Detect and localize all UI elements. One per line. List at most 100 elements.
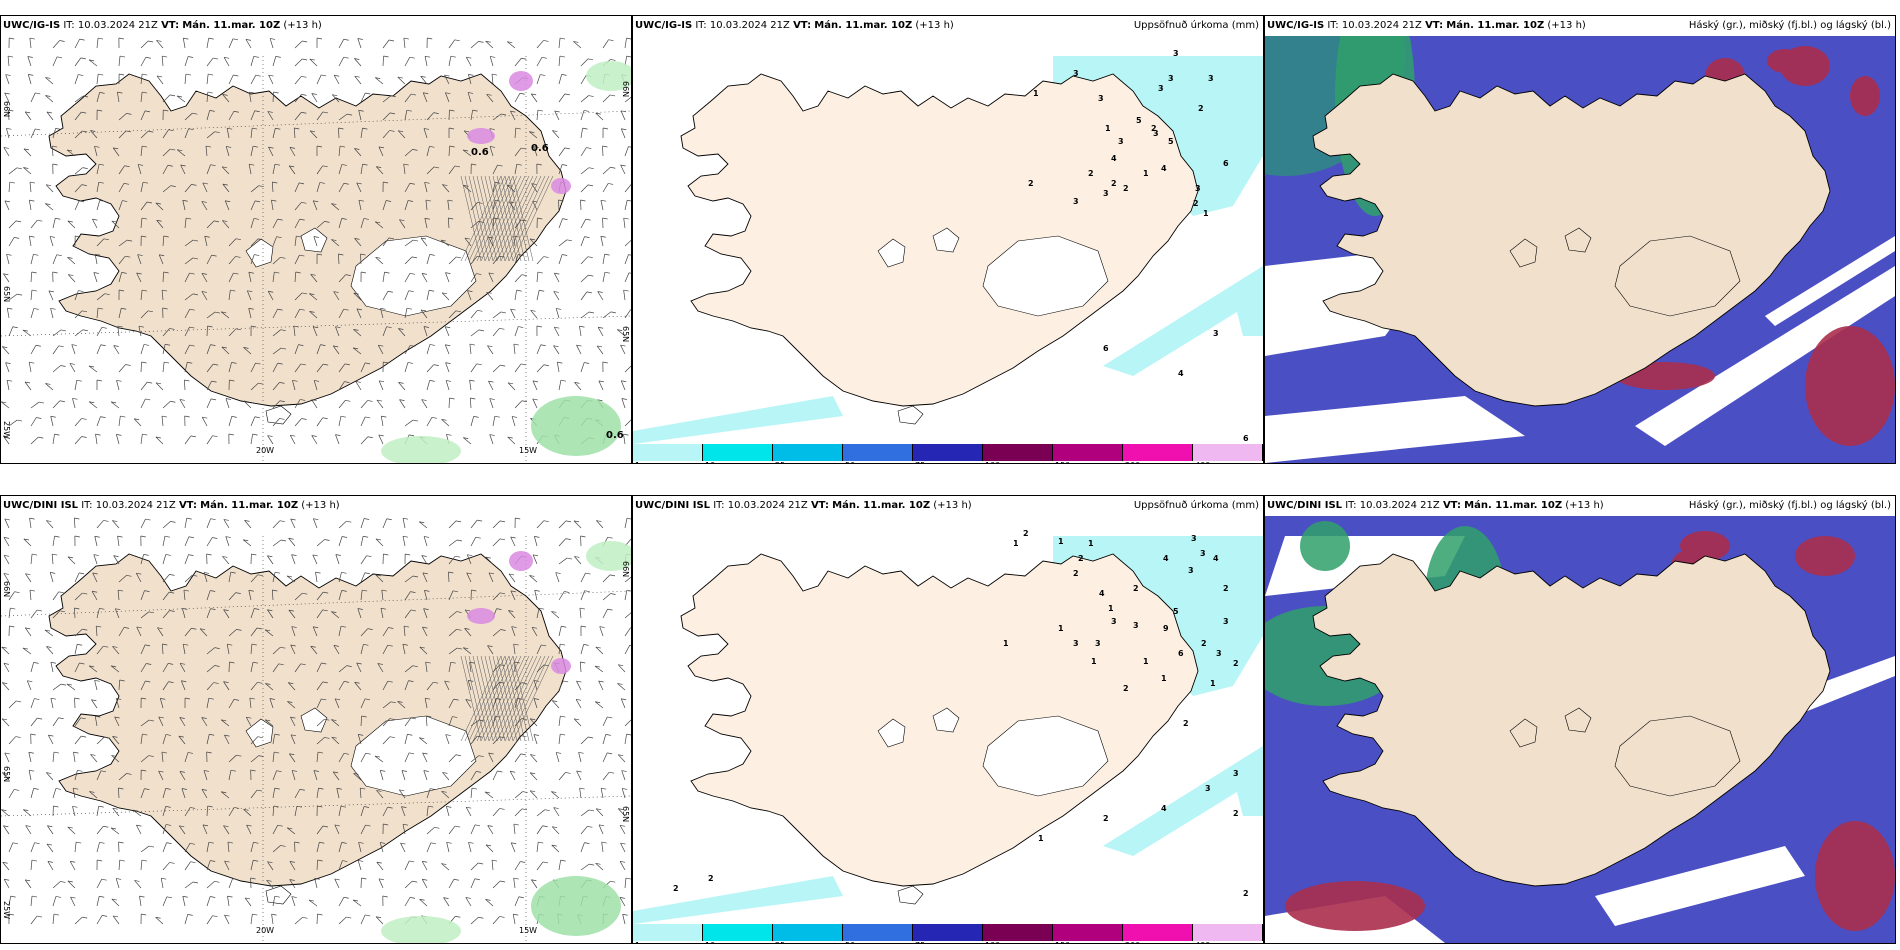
contour-value: 0.6: [606, 430, 624, 441]
precip-value: 2: [1233, 809, 1239, 818]
panel-wind-dini: UWC/DINI ISL IT: 10.03.2024 21Z VT: Mán.…: [0, 495, 632, 944]
precip-value: 6: [1178, 649, 1184, 658]
colorbar-tick: 75: [915, 941, 925, 943]
wind-map: 20W 15W 66N 65N 65N 66N 25W 0.6 0.6 0.6: [1, 36, 631, 463]
init-time-label: IT:: [63, 20, 75, 31]
precip-value: 2: [1151, 124, 1157, 133]
lead-time: (+13 h): [915, 20, 954, 31]
colorbar-tick: 1: [635, 941, 640, 943]
hatched-area: [460, 175, 554, 262]
panel-header: UWC/IG-IS IT: 10.03.2024 21Z VT: Mán. 11…: [1267, 18, 1891, 34]
precip-value: 3: [1168, 74, 1174, 83]
colorbar-tick: 25: [775, 941, 785, 943]
contour-value: 0.6: [471, 147, 489, 158]
colorbar-tick: 150: [1055, 461, 1070, 463]
iceland-land: [1312, 73, 1831, 407]
panel-cloud-ig: UWC/IG-IS IT: 10.03.2024 21Z VT: Mán. 11…: [1264, 15, 1896, 464]
glacier: [877, 718, 906, 748]
precip-value: 1: [1143, 169, 1149, 178]
precip-value: 3: [1200, 549, 1206, 558]
glacier: [1564, 227, 1592, 253]
precip-value: 4: [1161, 804, 1167, 813]
precip-value: 5: [1168, 137, 1174, 146]
colorbar-swatch: [1053, 444, 1123, 461]
glacier: [932, 707, 960, 733]
precip-value: 2: [1183, 719, 1189, 728]
precip-value: 4: [1099, 589, 1105, 598]
precip-value: 1: [1091, 657, 1097, 666]
init-time-label: IT:: [1327, 20, 1339, 31]
contour-value: 0.6: [531, 143, 549, 154]
colorbar-swatch: [1053, 924, 1123, 941]
iceland-land: [1312, 553, 1831, 887]
precip-value: 1: [1161, 674, 1167, 683]
precip-value: 2: [1201, 639, 1207, 648]
model-name: UWC/DINI ISL: [635, 500, 711, 511]
precip-value: 2: [1198, 104, 1204, 113]
colorbar-tick: 200: [1125, 461, 1140, 463]
longitude-label: 15W: [519, 446, 538, 455]
precip-value: 1: [1033, 89, 1039, 98]
panel-wind-ig: UWC/IG-IS IT: 10.03.2024 21Z VT: Mán. 11…: [0, 15, 632, 464]
colorbar-swatch: [1123, 924, 1193, 941]
precip-value: 2: [1103, 814, 1109, 823]
latitude-label-right: 65N: [621, 326, 630, 343]
precip-shading: [381, 541, 631, 943]
panel-header: UWC/IG-IS IT: 10.03.2024 21Z VT: Mán. 11…: [3, 18, 627, 34]
colorbar-tick: 50: [845, 461, 855, 463]
cloud-map: [1265, 516, 1895, 943]
colorbar-swatch: [773, 924, 843, 941]
precip-value: 3: [1205, 784, 1211, 793]
precip-value: 3: [1103, 189, 1109, 198]
precip-value: 2: [1028, 179, 1034, 188]
latitude-label-right: 66N: [621, 81, 630, 98]
lead-time: (+13 h): [933, 500, 972, 511]
glacier: [1614, 715, 1741, 797]
precip-value: 2: [1123, 684, 1129, 693]
precip-value: 3: [1216, 649, 1222, 658]
valid-time-label: VT:: [178, 500, 197, 511]
valid-time-label: VT:: [1442, 500, 1461, 511]
precip-value: 1: [1108, 604, 1114, 613]
product-title: Uppsöfnuð úrkoma (mm): [1133, 20, 1259, 31]
glacier: [982, 715, 1109, 797]
precip-value: 3: [1098, 94, 1104, 103]
precip-value: 3: [1208, 74, 1214, 83]
corner-label: 25W: [2, 421, 11, 440]
init-time-label: IT:: [1345, 500, 1357, 511]
corner-label: 25W: [2, 901, 11, 920]
glacier: [1614, 235, 1741, 317]
colorbar-swatch: [913, 444, 983, 461]
glacier: [897, 885, 924, 905]
precip-value: 4: [1111, 154, 1117, 163]
precip-value: 3: [1173, 49, 1179, 58]
init-time-label: IT:: [695, 20, 707, 31]
precip-shading: [381, 61, 631, 463]
precip-value: 1: [1105, 124, 1111, 133]
glacier: [982, 235, 1109, 317]
colorbar-swatch: [1123, 444, 1193, 461]
longitude-label: 20W: [256, 446, 275, 455]
precip-value: 5: [1173, 607, 1179, 616]
precip-value: 1: [1013, 539, 1019, 548]
glacier: [265, 405, 292, 425]
precip-value: 2: [1111, 179, 1117, 188]
glacier: [1564, 707, 1592, 733]
colorbar-tick: 1: [635, 461, 640, 463]
colorbar-swatch: [633, 444, 703, 461]
valid-time-label: VT:: [1425, 20, 1444, 31]
lead-time: (+13 h): [1565, 500, 1604, 511]
model-name: UWC/IG-IS: [3, 20, 61, 31]
glacier: [300, 707, 328, 733]
wind-barbs: [1, 37, 631, 445]
precip-value: 1: [1058, 624, 1064, 633]
precip-value: 9: [1163, 624, 1169, 633]
valid-time: Mán. 11.mar. 10Z: [814, 20, 913, 31]
glacier: [1509, 238, 1538, 268]
precip-value: 4: [1161, 164, 1167, 173]
precip-value: 4: [1163, 554, 1169, 563]
panel-header: UWC/DINI ISL IT: 10.03.2024 21Z VT: Mán.…: [635, 498, 1259, 514]
panel-header: UWC/DINI ISL IT: 10.03.2024 21Z VT: Mán.…: [3, 498, 627, 514]
colorbar-tick: 150: [1055, 941, 1070, 943]
precip-value: 2: [1023, 529, 1029, 538]
